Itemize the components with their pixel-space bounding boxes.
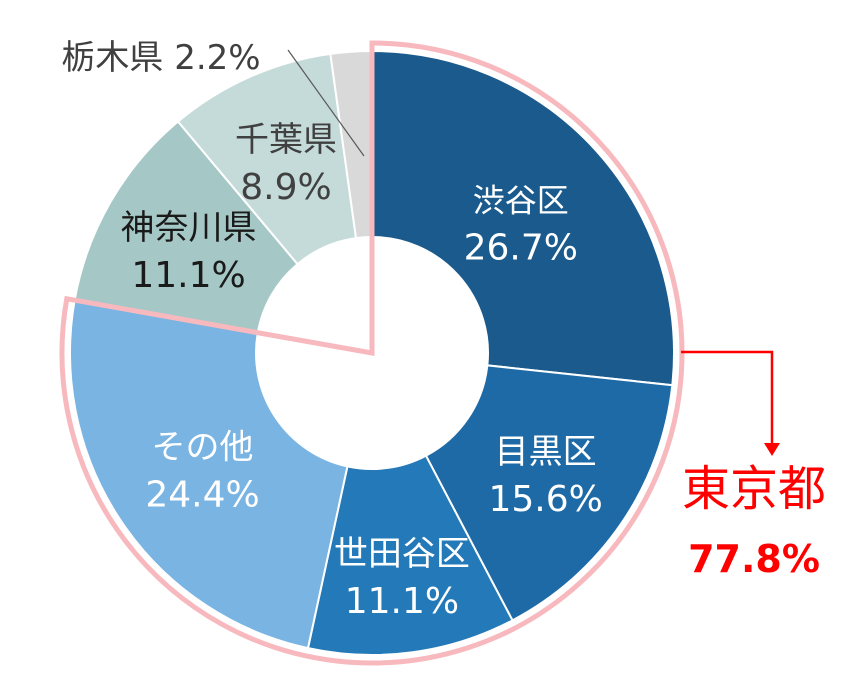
tokyo-arrow-head xyxy=(764,443,780,456)
slice-6-name: 千葉県 xyxy=(235,120,337,160)
slice-3-value: 11.1% xyxy=(345,581,459,622)
slice-4-value: 24.4% xyxy=(145,475,259,516)
slice-5-name: 神奈川県 xyxy=(121,208,257,248)
slice-4-name: その他 xyxy=(152,428,254,468)
slice-2-value: 15.6% xyxy=(488,479,602,520)
slice-5 xyxy=(73,120,299,334)
tochigi-label-value: 2.2% xyxy=(174,38,260,78)
tokyo-highlight-outline xyxy=(59,40,685,666)
tokyo-bracket-arrow-line xyxy=(681,350,774,446)
slice-1-name: 渋谷区 xyxy=(473,181,569,219)
slice-1-value: 26.7% xyxy=(464,227,578,268)
slice-3 xyxy=(306,454,514,656)
slice-5-value: 11.1% xyxy=(131,255,245,296)
slice-2 xyxy=(424,364,674,622)
slice-3-name: 世田谷区 xyxy=(334,534,470,574)
tochigi-label-name: 栃木県 xyxy=(61,38,163,78)
tochigi-label: 栃木県 2.2% xyxy=(61,38,260,78)
labels-group: 渋谷区 26.7% 目黒区 15.6% 世田谷区 11.1% その他 24.4% 神奈川県 11.… xyxy=(121,120,603,622)
slice-1 xyxy=(371,49,675,387)
slice-2-name: 目黒区 xyxy=(495,432,597,472)
tochigi-leader-line xyxy=(287,49,365,157)
tokyo-group-label: 東京都 xyxy=(682,461,826,517)
tochigi-label-space xyxy=(163,38,174,78)
slices-group xyxy=(69,49,675,656)
slice-4 xyxy=(69,298,349,650)
tokyo-group-value: 77.8% xyxy=(688,537,820,581)
slice-6-value: 8.9% xyxy=(240,167,331,208)
